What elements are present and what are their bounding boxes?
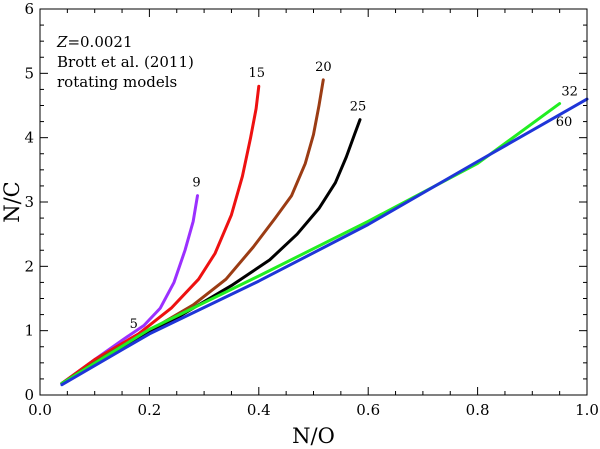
- series-line-60: [60, 97, 589, 387]
- y-tick-label: 2: [24, 257, 34, 275]
- series-labels-layer: 5 9 15 20 25 32 60: [130, 60, 578, 332]
- series-label-25: 25: [350, 100, 367, 115]
- ticks-layer: [39, 8, 588, 396]
- y-tick-label: 5: [24, 64, 34, 82]
- series-label-60: 60: [556, 115, 573, 130]
- series-line-20: [60, 78, 325, 385]
- annotation-reference: Brott et al. (2011): [57, 53, 194, 71]
- y-tick-label: 4: [24, 129, 34, 147]
- annotation-metallicity: Z=0.0021: [56, 33, 133, 51]
- x-tick-label: 0.8: [466, 401, 490, 419]
- series-line-15: [60, 84, 261, 385]
- x-axis-label: N/O: [292, 424, 335, 448]
- annotation-models: rotating models: [57, 73, 177, 91]
- series-label-20: 20: [315, 60, 332, 75]
- annotation-metallicity-value: =0.0021: [67, 33, 132, 51]
- x-tick-label: 0.6: [356, 401, 380, 419]
- series-layer: [60, 78, 589, 387]
- x-tick-label: 1.0: [575, 401, 599, 419]
- annotation-metallicity-symbol: Z: [56, 33, 68, 51]
- series-label-15: 15: [249, 66, 266, 81]
- series-line-9: [60, 194, 199, 385]
- y-tick-label: 0: [24, 386, 34, 404]
- x-tick-label: 0.0: [28, 401, 52, 419]
- series-label-5: 5: [130, 317, 138, 332]
- x-tick-label: 0.2: [137, 401, 161, 419]
- series-label-32: 32: [561, 85, 578, 100]
- series-label-9: 9: [192, 176, 200, 191]
- y-axis-label: N/C: [0, 181, 24, 223]
- y-tick-label: 3: [24, 193, 34, 211]
- tick-labels-layer: 0.0 0.2 0.4 0.6 0.8 1.0 0 1 2 3 4 5 6: [24, 0, 598, 419]
- y-tick-label: 6: [24, 0, 34, 18]
- series-line-25: [60, 118, 362, 385]
- x-tick-label: 0.4: [247, 401, 271, 419]
- y-tick-label: 1: [24, 322, 34, 340]
